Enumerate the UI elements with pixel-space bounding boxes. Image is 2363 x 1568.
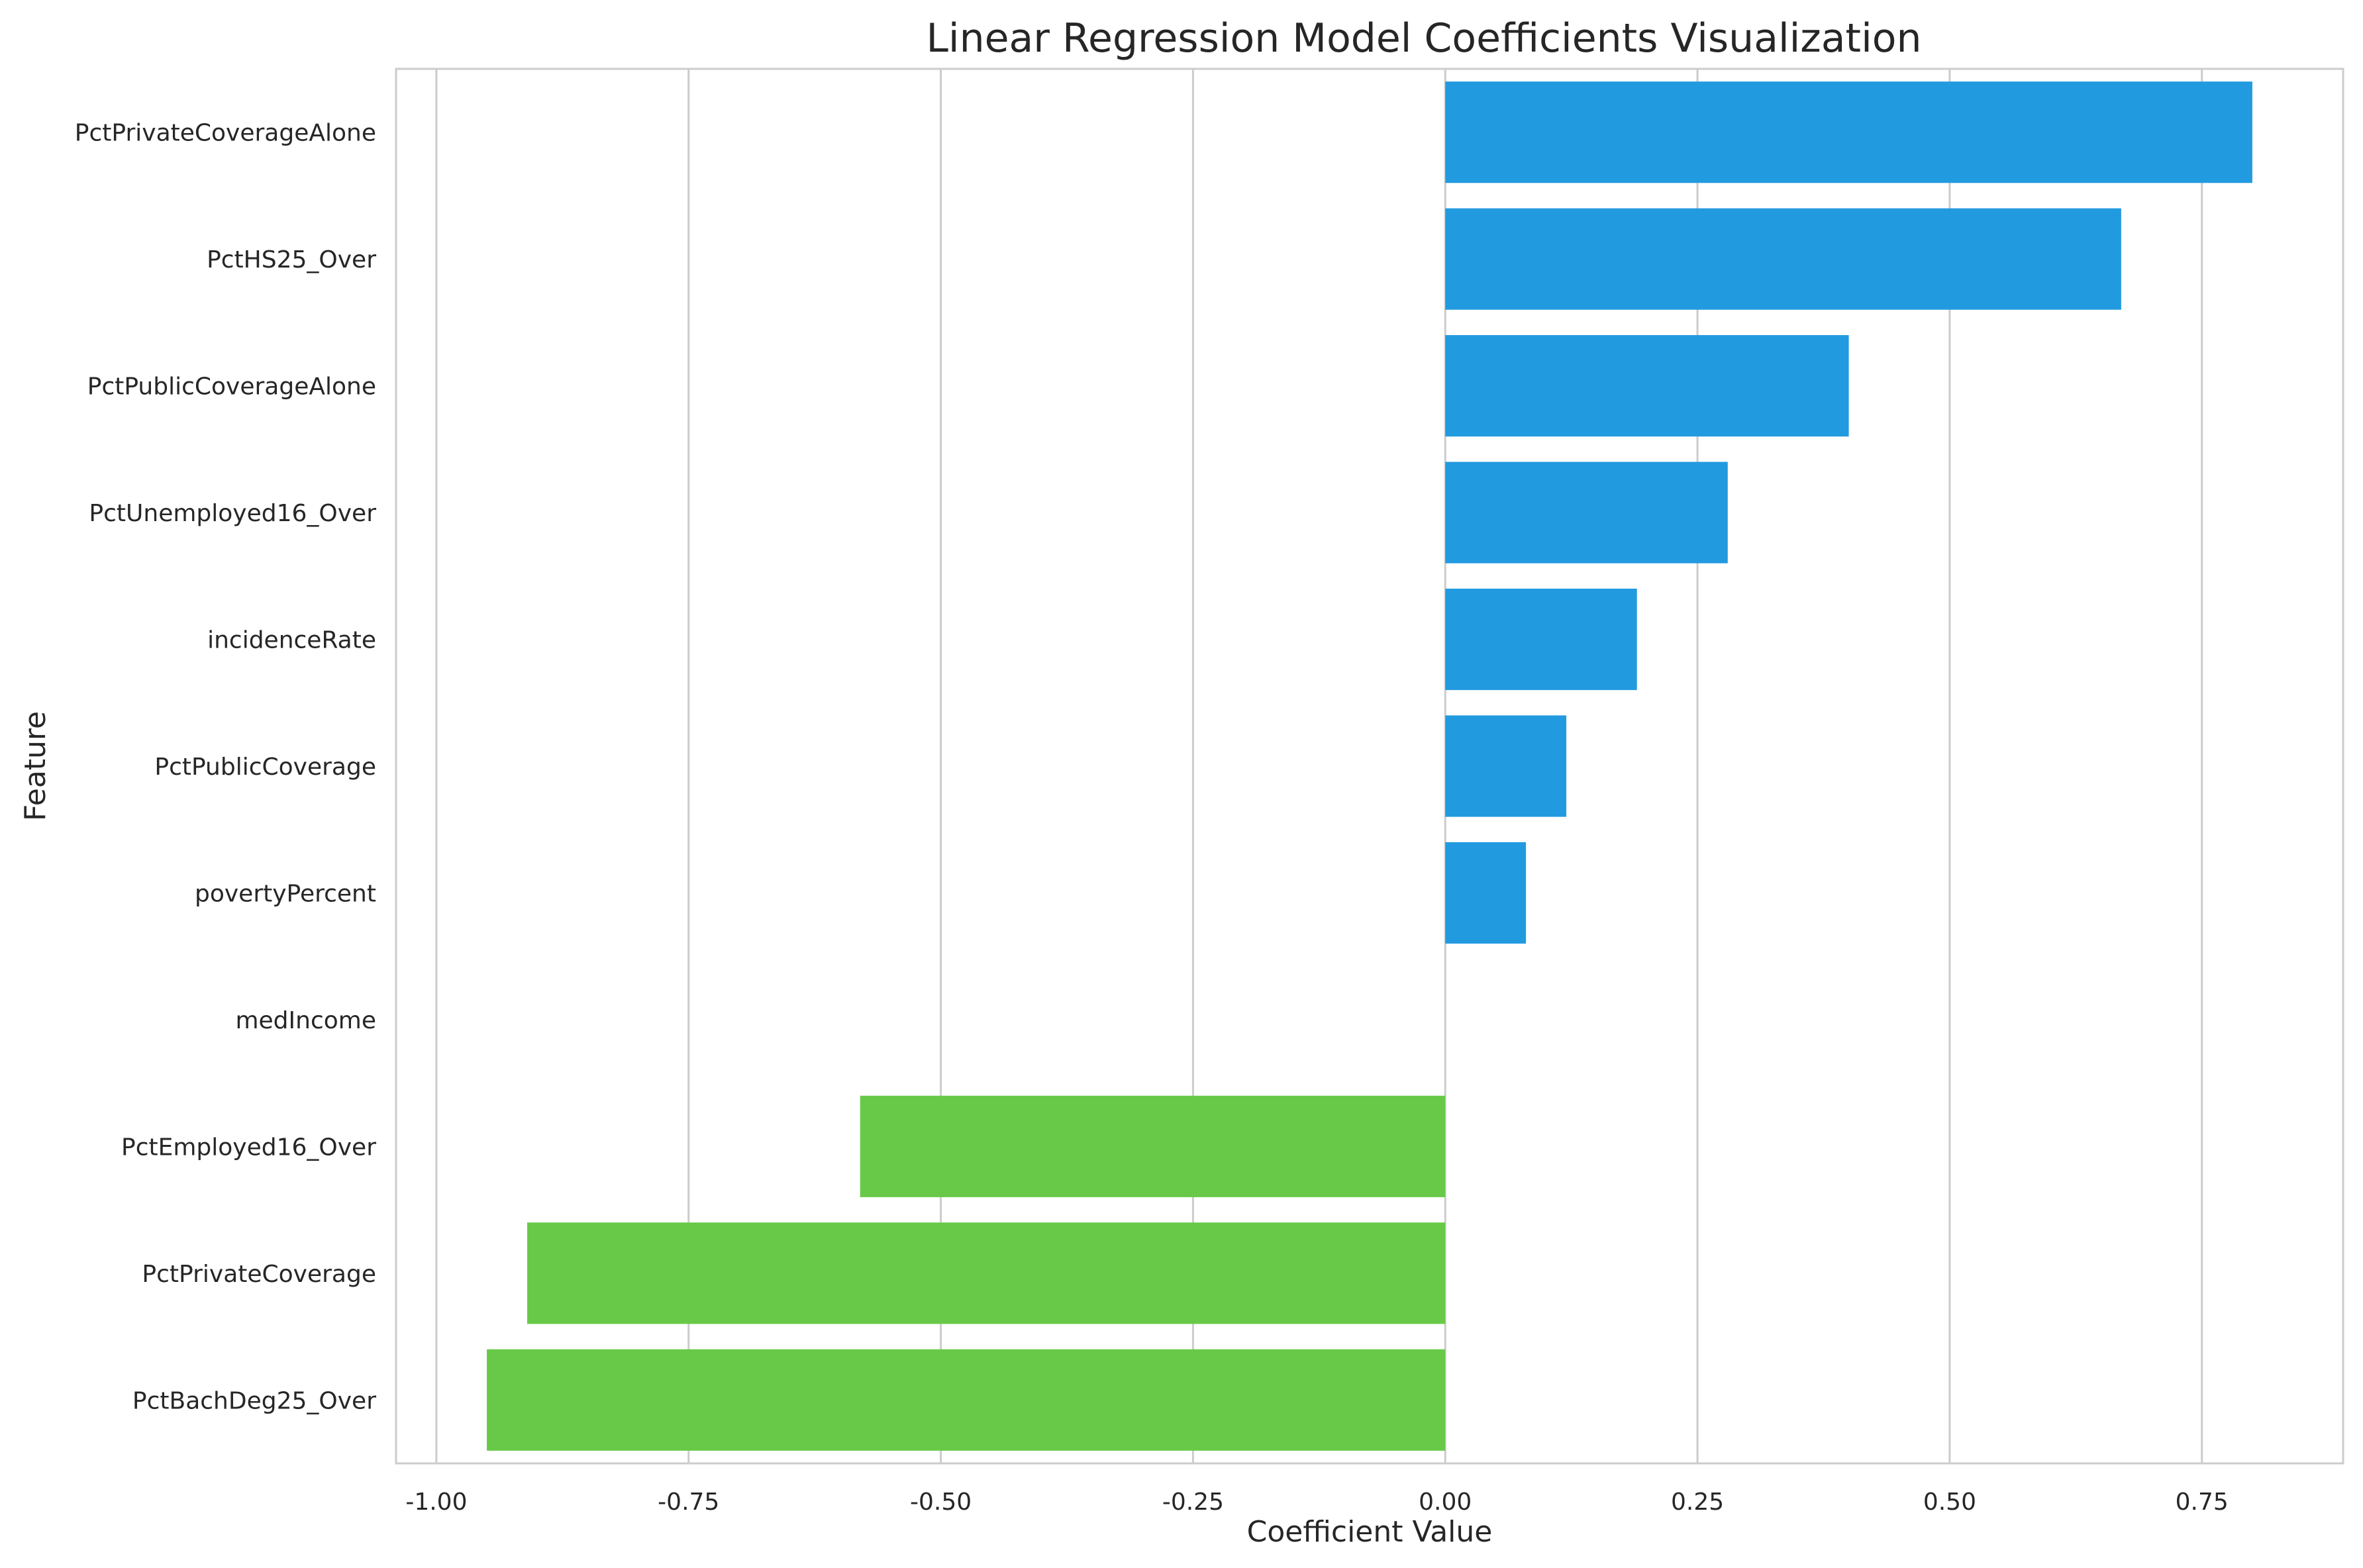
y-tick-label: medIncome — [235, 1007, 376, 1034]
chart-title: Linear Regression Model Coefficients Vis… — [927, 15, 1922, 62]
x-tick-labels: -1.00 -0.75 -0.50 -0.25 0.00 0.25 0.50 0.75 — [405, 1489, 2228, 1516]
y-tick-label: incidenceRate — [207, 627, 376, 654]
y-tick-label: PctPublicCoverage — [154, 754, 376, 781]
bar-PctEmployed16_Over — [860, 1095, 1446, 1197]
y-tick-label: povertyPercent — [195, 880, 376, 907]
x-tick-label: -1.00 — [405, 1489, 467, 1516]
bar-povertyPercent — [1445, 842, 1527, 944]
x-tick-label: 0.75 — [2176, 1489, 2229, 1516]
bar-PctPrivateCoverage — [527, 1222, 1446, 1324]
bar-PctUnemployed16_Over — [1445, 462, 1728, 564]
x-tick-label: -0.75 — [658, 1489, 719, 1516]
x-tick-label: 0.50 — [1923, 1489, 1976, 1516]
plot-frame — [395, 68, 2344, 1465]
x-axis-label: Coefficient Value — [1247, 1515, 1493, 1549]
bar-PctPublicCoverageAlone — [1445, 335, 1849, 437]
y-tick-label: PctHS25_Over — [207, 246, 376, 273]
bar-incidenceRate — [1445, 588, 1637, 691]
x-tick-label: -0.25 — [1162, 1489, 1224, 1516]
y-axis-label: Feature — [19, 711, 52, 821]
bar-PctBachDeg25_Over — [487, 1349, 1446, 1451]
bar-PctPrivateCoverageAlone — [1445, 81, 2252, 183]
bars — [487, 81, 2252, 1451]
y-tick-label: PctPrivateCoverageAlone — [75, 120, 376, 147]
grid-lines — [435, 69, 2203, 1463]
y-tick-label: PctBachDeg25_Over — [132, 1387, 376, 1414]
y-tick-label: PctPrivateCoverage — [142, 1261, 376, 1288]
y-tick-label: PctEmployed16_Over — [121, 1134, 376, 1161]
x-tick-label: 0.00 — [1419, 1489, 1472, 1516]
bar-PctHS25_Over — [1445, 208, 2121, 310]
y-tick-label: PctPublicCoverageAlone — [87, 373, 376, 401]
bar-PctPublicCoverage — [1445, 715, 1567, 817]
y-tick-label: PctUnemployed16_Over — [89, 500, 376, 527]
x-tick-label: 0.25 — [1671, 1489, 1724, 1516]
y-tick-labels: PctPrivateCoverageAlone PctHS25_Over PctPu… — [75, 120, 376, 1415]
x-tick-label: -0.50 — [910, 1489, 972, 1516]
